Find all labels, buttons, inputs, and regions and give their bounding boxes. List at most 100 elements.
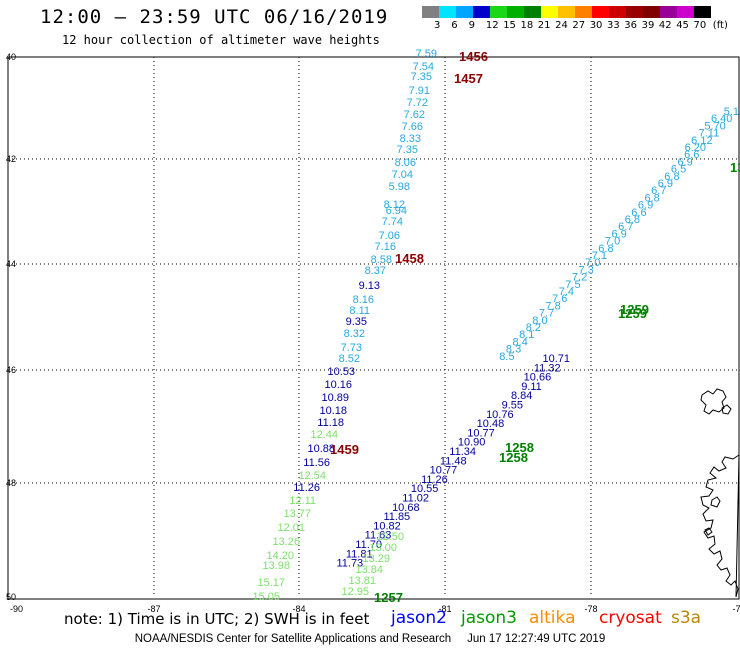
swh-reading: 12.01 [277, 522, 305, 534]
pass-number-label: 1259 [620, 302, 649, 317]
color-scale-tick: 42 [658, 20, 672, 31]
swh-reading: 12.11 [289, 495, 316, 507]
swh-reading: 11.26 [293, 482, 320, 494]
color-scale-tick: 21 [537, 20, 551, 31]
color-swatch [439, 6, 456, 18]
graticule [8, 57, 739, 597]
pass-number-label: 1458 [395, 251, 424, 266]
swh-reading: 12.50 [376, 531, 404, 543]
color-swatch [473, 6, 490, 18]
swh-reading: 8.12 [384, 199, 405, 211]
swh-reading: 7.8 [546, 300, 561, 312]
swh-reading: 11.26 [421, 474, 448, 486]
swh-reading: 6.7 [651, 185, 666, 197]
swh-reading: 6.9 [612, 228, 627, 240]
coastline-island-2 [721, 404, 732, 415]
swh-reading: 13.84 [355, 564, 383, 576]
color-swatch [456, 6, 473, 18]
swh-reading: 7.06 [379, 230, 400, 242]
swh-reading: 13.26 [272, 536, 300, 548]
swh-reading: 6.6 [684, 149, 699, 161]
latitude-tick-label: 44 [6, 259, 16, 269]
swh-reading: 10.77 [430, 465, 458, 477]
pass-number-label: 1258 [505, 440, 534, 455]
swh-reading: 5.1 [724, 106, 739, 118]
swh-reading: 6.5 [671, 164, 686, 176]
swh-reading: 5.98 [389, 181, 410, 193]
swh-reading: 10.89 [321, 392, 349, 404]
swh-reading: 11.85 [383, 511, 410, 523]
pass-number-label: 1259 [618, 306, 647, 321]
altimeter-track-west: 7.597.547.357.917.727.627.668.337.358.06… [252, 48, 437, 603]
color-swatch [660, 6, 677, 18]
swh-reading: 7.7 [539, 308, 554, 320]
color-scale-bar [422, 6, 711, 18]
color-scale-tick: 45 [676, 20, 689, 31]
color-swatch [524, 6, 541, 18]
color-scale-tick: 30 [589, 20, 603, 31]
swh-reading: 6.8 [598, 243, 613, 255]
swh-reading: 8.3 [506, 344, 521, 356]
swh-reading: 11.70 [355, 539, 382, 551]
color-scale-tick: 15 [503, 20, 516, 31]
latitude-tick-label: 48 [6, 478, 16, 488]
latitude-tick-label: 50 [6, 592, 16, 602]
swh-reading: 6.7 [618, 221, 633, 233]
swh-reading: 7.35 [411, 71, 432, 83]
swh-reading: 8.5 [499, 351, 514, 363]
swh-reading: 7.66 [402, 121, 423, 133]
color-scale-tick: 3 [434, 20, 441, 31]
swh-reading: 10.90 [458, 437, 486, 449]
swh-reading: 10.71 [542, 353, 570, 365]
swh-reading: 15.05 [252, 591, 280, 603]
swh-reading: 8.1 [519, 329, 534, 341]
swh-reading: 13.81 [348, 575, 376, 587]
longitude-tick-label: -90 [10, 604, 23, 614]
swh-reading: 6.12 [691, 135, 712, 147]
color-swatch [507, 6, 524, 18]
color-swatch [575, 6, 592, 18]
longitude-tick-label: -84 [292, 604, 305, 614]
longitude-tick-label: -78 [584, 604, 597, 614]
coastline [700, 388, 740, 598]
swh-reading: 11.34 [449, 446, 476, 458]
swh-reading: 8.4 [513, 336, 528, 348]
color-scale-tick: 70 [693, 20, 707, 31]
pass-number-label: 1457 [454, 71, 483, 86]
swh-reading: 6.8 [625, 214, 640, 226]
color-swatch [558, 6, 575, 18]
swh-reading: 6.6 [631, 207, 646, 219]
swh-reading: 7.0 [605, 236, 620, 248]
swh-reading: 8.52 [339, 353, 360, 365]
swh-reading: 8.11 [349, 305, 370, 317]
color-scale-tick: 9 [468, 20, 475, 31]
color-swatch [592, 6, 609, 18]
color-swatch [694, 6, 711, 18]
color-swatch [422, 6, 439, 18]
latitude-tick-label: 42 [6, 154, 16, 164]
swh-reading: 13.77 [283, 508, 311, 520]
map-frame [7, 56, 740, 600]
credit-line: NOAA/NESDIS Center for Satellite Applica… [134, 633, 606, 645]
legend-item-cryosat: cryosat [599, 608, 662, 628]
swh-reading: 6.8 [664, 171, 679, 183]
swh-reading: 6.9 [678, 156, 693, 168]
swh-reading: 7.11 [699, 128, 720, 140]
color-swatch [490, 6, 507, 18]
latitude-tick-label: 46 [6, 365, 16, 375]
swh-reading: 8.0 [532, 315, 547, 327]
swh-reading: 10.55 [411, 483, 439, 495]
swh-reading: 7.91 [409, 85, 430, 97]
swh-reading: 6.9 [658, 178, 673, 190]
swh-reading: 10.68 [392, 502, 420, 514]
swh-reading: 11.73 [336, 558, 363, 570]
color-swatch [643, 6, 660, 18]
latitude-tick-label: 40 [6, 52, 16, 62]
swh-reading: 6.40 [711, 113, 732, 125]
swh-reading: 13.00 [369, 542, 397, 554]
color-scale-unit: (ft) [712, 20, 728, 31]
page-subtitle: 12 hour collection of altimeter wave hei… [62, 33, 380, 47]
swh-reading: 11.81 [346, 548, 373, 560]
